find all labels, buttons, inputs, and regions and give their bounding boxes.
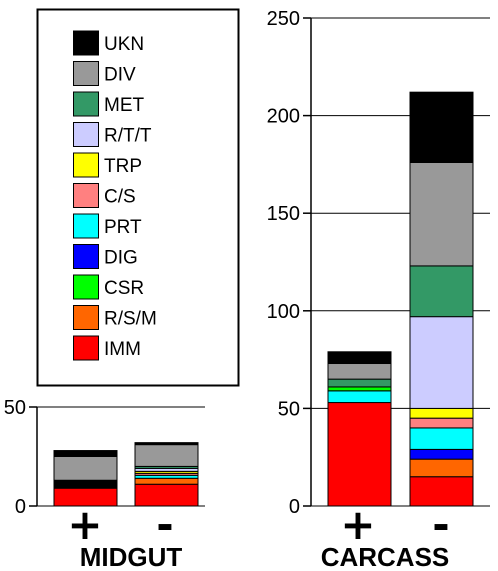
- carcass-ytick-label-100: 100: [267, 301, 300, 323]
- carcass-ytick-label-50: 50: [278, 398, 300, 420]
- legend-label-r-s-m: R/S/M: [104, 309, 157, 330]
- carcass-bar-minus-met-segment: [409, 265, 474, 318]
- carcass-bar-plus-ukn-segment: [327, 351, 392, 365]
- legend-swatch-dig: [73, 244, 99, 269]
- carcass-panel-title: CARCASS: [321, 542, 450, 571]
- legend: UKN DIV MET R/T/T TRP C/S PRT DIG CSR R/S/M IMM: [36, 8, 240, 387]
- carcass-bar-minus-r-s-m-segment: [409, 458, 474, 478]
- legend-swatch-r-s-m: [73, 305, 99, 330]
- midgut-category-label-minus: -: [156, 500, 173, 549]
- legend-label-prt: PRT: [104, 217, 142, 238]
- legend-label-imm: IMM: [104, 339, 141, 360]
- legend-label-met: MET: [104, 95, 145, 116]
- legend-label-csr: CSR: [104, 278, 144, 299]
- carcass-bar-plus-imm-segment: [327, 402, 392, 507]
- carcass-ytick-label-250: 250: [267, 8, 300, 30]
- midgut-bar-plus-ukn-segment: [53, 479, 118, 489]
- carcass-bar-minus-prt-segment: [409, 427, 474, 450]
- carcass-category-label-plus: +: [340, 500, 375, 549]
- midgut-ytick-label-0: 0: [15, 496, 26, 518]
- carcass-panel: 0 50 100 150 200 250 + -CARCASS: [267, 8, 490, 571]
- legend-label-ukn: UKN: [104, 34, 144, 55]
- carcass-bar-minus-r-t-t-segment: [409, 316, 474, 409]
- midgut-bar-plus-ukn-segment: [53, 450, 118, 457]
- legend-swatch-csr: [73, 274, 99, 300]
- carcass-bar-minus-ukn-segment: [409, 91, 474, 163]
- carcass-bar-minus-c-s-segment: [409, 417, 474, 429]
- carcass-bar-plus-div-segment: [327, 363, 392, 380]
- midgut-category-label-plus: +: [67, 500, 102, 549]
- carcass-bar-plus-prt-segment: [327, 390, 392, 404]
- legend-swatch-div: [73, 61, 99, 86]
- midgut-panel: 0 50 + -MIDGUT: [4, 397, 205, 571]
- midgut-bar-minus-div-segment: [134, 444, 199, 467]
- legend-swatch-imm: [73, 335, 99, 361]
- midgut-panel-title: MIDGUT: [80, 542, 183, 571]
- carcass-category-label-minus: -: [432, 500, 449, 549]
- legend-swatch-r-t-t: [73, 122, 99, 147]
- carcass-ytick-label-150: 150: [267, 203, 300, 225]
- carcass-bar-minus-dig-segment: [409, 448, 474, 460]
- midgut-bar-plus-div-segment: [53, 456, 118, 481]
- legend-box: [36, 8, 240, 387]
- carcass-bar-plus-met-segment: [327, 378, 392, 388]
- carcass-bar-minus-trp-segment: [409, 407, 474, 419]
- legend-label-c-s: C/S: [104, 187, 136, 208]
- legend-swatch-trp: [73, 152, 99, 178]
- carcass-ytick-label-0: 0: [289, 496, 300, 518]
- legend-swatch-ukn: [73, 30, 99, 56]
- legend-label-div: DIV: [104, 65, 136, 86]
- carcass-ytick-label-200: 200: [267, 106, 300, 128]
- midgut-bar-minus-r-s-m-segment: [134, 477, 199, 485]
- midgut-ytick-label-50: 50: [4, 397, 26, 419]
- carcass-bar-minus-div-segment: [409, 161, 474, 267]
- legend-swatch-prt: [73, 213, 99, 239]
- midgut-bar-minus-ukn-segment: [134, 442, 199, 446]
- legend-label-r-t-t: R/T/T: [104, 126, 152, 147]
- legend-label-trp: TRP: [104, 156, 142, 177]
- legend-swatch-met: [73, 91, 99, 117]
- legend-label-dig: DIG: [104, 248, 138, 269]
- legend-swatch-c-s: [73, 183, 99, 208]
- carcass-bar-plus-csr-segment: [327, 386, 392, 392]
